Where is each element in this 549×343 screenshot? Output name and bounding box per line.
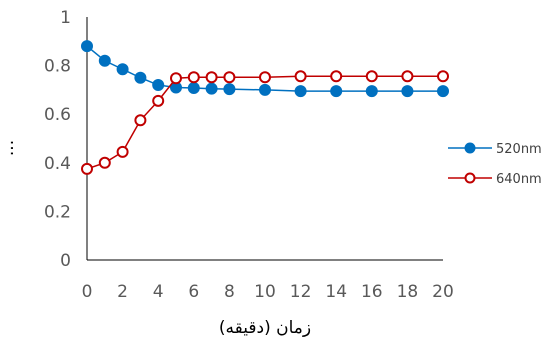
x-tick-labels: 0 2 4 6 8 10 12 14 16 18 20 (82, 282, 454, 302)
legend-label: 640nm (496, 172, 542, 187)
legend-marker-520nm (464, 142, 476, 154)
data-point (205, 82, 218, 95)
data-point (330, 70, 343, 83)
y-tick-labels: 0 0.2 0.4 0.6 0.8 1 (44, 8, 71, 271)
data-point (134, 71, 147, 84)
legend: 520nm 640nm (448, 142, 542, 187)
x-tick-label: 18 (397, 282, 419, 302)
data-point (437, 85, 449, 98)
data-point (98, 54, 111, 67)
x-tick-label: 2 (117, 282, 128, 302)
data-point (223, 83, 236, 96)
data-point (152, 94, 165, 107)
data-point (401, 85, 414, 98)
x-axis-title: زمان (دقیقه) (219, 318, 311, 338)
y-tick-label: 0.6 (44, 105, 71, 125)
data-point (134, 114, 147, 127)
data-point (187, 71, 200, 84)
data-point (294, 70, 307, 83)
data-point (401, 70, 414, 83)
legend-marker-640nm (464, 172, 476, 184)
data-point (365, 85, 378, 98)
x-tick-label: 8 (224, 282, 235, 302)
data-point (205, 71, 218, 84)
x-tick-label: 4 (153, 282, 164, 302)
x-tick-label: 12 (290, 282, 312, 302)
series-layer (81, 40, 449, 175)
x-tick-label: 0 (82, 282, 93, 302)
data-point (98, 156, 111, 169)
y-tick-label: 0.2 (44, 202, 71, 222)
x-tick-label: 6 (188, 282, 199, 302)
y-tick-label: 1 (60, 8, 71, 28)
data-point (116, 63, 129, 76)
data-point (365, 70, 378, 83)
data-point (294, 85, 307, 98)
data-point (152, 79, 165, 92)
data-point (170, 72, 182, 85)
y-tick-label: 0.8 (44, 57, 71, 77)
data-point (259, 71, 271, 84)
data-point (437, 70, 449, 83)
data-point (116, 145, 129, 158)
series-640nm (81, 70, 449, 175)
y-tick-label: 0.4 (44, 154, 71, 174)
x-tick-label: 10 (254, 282, 276, 302)
axes (86, 17, 443, 261)
series-520nm (81, 40, 449, 98)
data-point (330, 85, 343, 98)
y-axis-title: ... (0, 140, 18, 156)
data-point (259, 83, 271, 96)
y-tick-label: 0 (60, 251, 71, 271)
x-tick-label: 14 (325, 282, 347, 302)
x-tick-label: 20 (432, 282, 454, 302)
data-point (223, 71, 236, 84)
x-tick-label: 16 (361, 282, 383, 302)
data-point (81, 40, 93, 53)
data-point (81, 162, 93, 175)
data-point (187, 81, 200, 94)
legend-label: 520nm (496, 142, 542, 157)
